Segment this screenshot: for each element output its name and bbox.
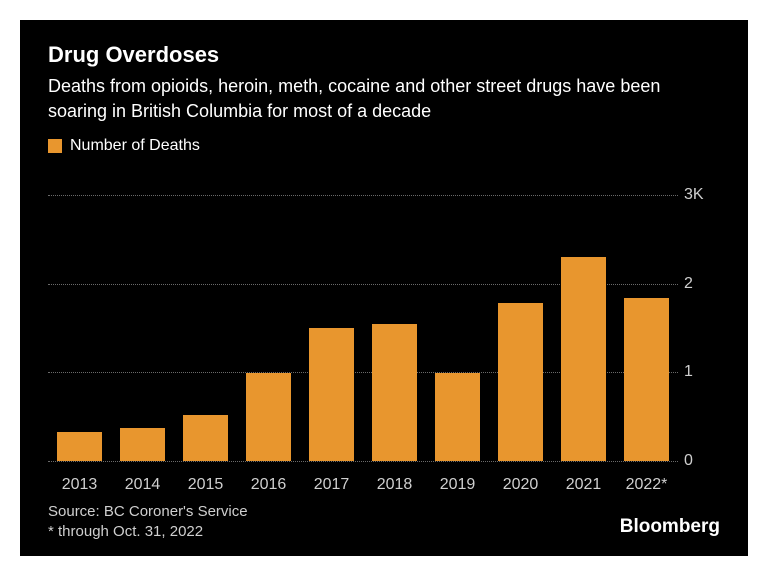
x-tick-label: 2020 [489,476,552,494]
x-tick-label: 2016 [237,476,300,494]
bar-slot [489,195,552,461]
x-tick-label: 2015 [174,476,237,494]
bar [372,324,417,461]
chart-inner: Drug Overdoses Deaths from opioids, hero… [20,20,748,556]
bar [624,298,669,461]
x-tick-label: 2013 [48,476,111,494]
legend-swatch [48,139,62,153]
bar-slot [615,195,678,461]
x-tick-label: 2022* [615,476,678,494]
bar-slot [48,195,111,461]
bar-slot [426,195,489,461]
bar-slot [552,195,615,461]
bar-slot [237,195,300,461]
x-tick-label: 2021 [552,476,615,494]
y-tick-label: 0 [684,452,720,470]
plot-area: 0123K [48,195,678,461]
brand-label: Bloomberg [620,516,720,538]
bar-slot [363,195,426,461]
bar [246,373,291,461]
bars [48,195,678,461]
chart-title: Drug Overdoses [48,42,720,68]
x-tick-label: 2018 [363,476,426,494]
bar [183,415,228,461]
y-tick-label: 1 [684,363,720,381]
bar [57,432,102,461]
x-axis-labels: 2013201420152016201720182019202020212022… [48,476,678,494]
chart-subtitle: Deaths from opioids, heroin, meth, cocai… [48,74,720,123]
x-tick-label: 2017 [300,476,363,494]
bar-slot [300,195,363,461]
bar-slot [111,195,174,461]
gridline [48,461,678,462]
bar [498,303,543,461]
bar-slot [174,195,237,461]
legend-label: Number of Deaths [70,137,200,155]
y-tick-label: 3K [684,186,720,204]
bar [435,373,480,461]
x-tick-label: 2014 [111,476,174,494]
chart-container: Drug Overdoses Deaths from opioids, hero… [0,0,768,576]
bar [120,428,165,461]
x-tick-label: 2019 [426,476,489,494]
y-tick-label: 2 [684,275,720,293]
bar [309,328,354,461]
bar [561,257,606,461]
chart-footer: Source: BC Coroner's Service * through O… [48,502,720,543]
legend: Number of Deaths [48,137,720,155]
